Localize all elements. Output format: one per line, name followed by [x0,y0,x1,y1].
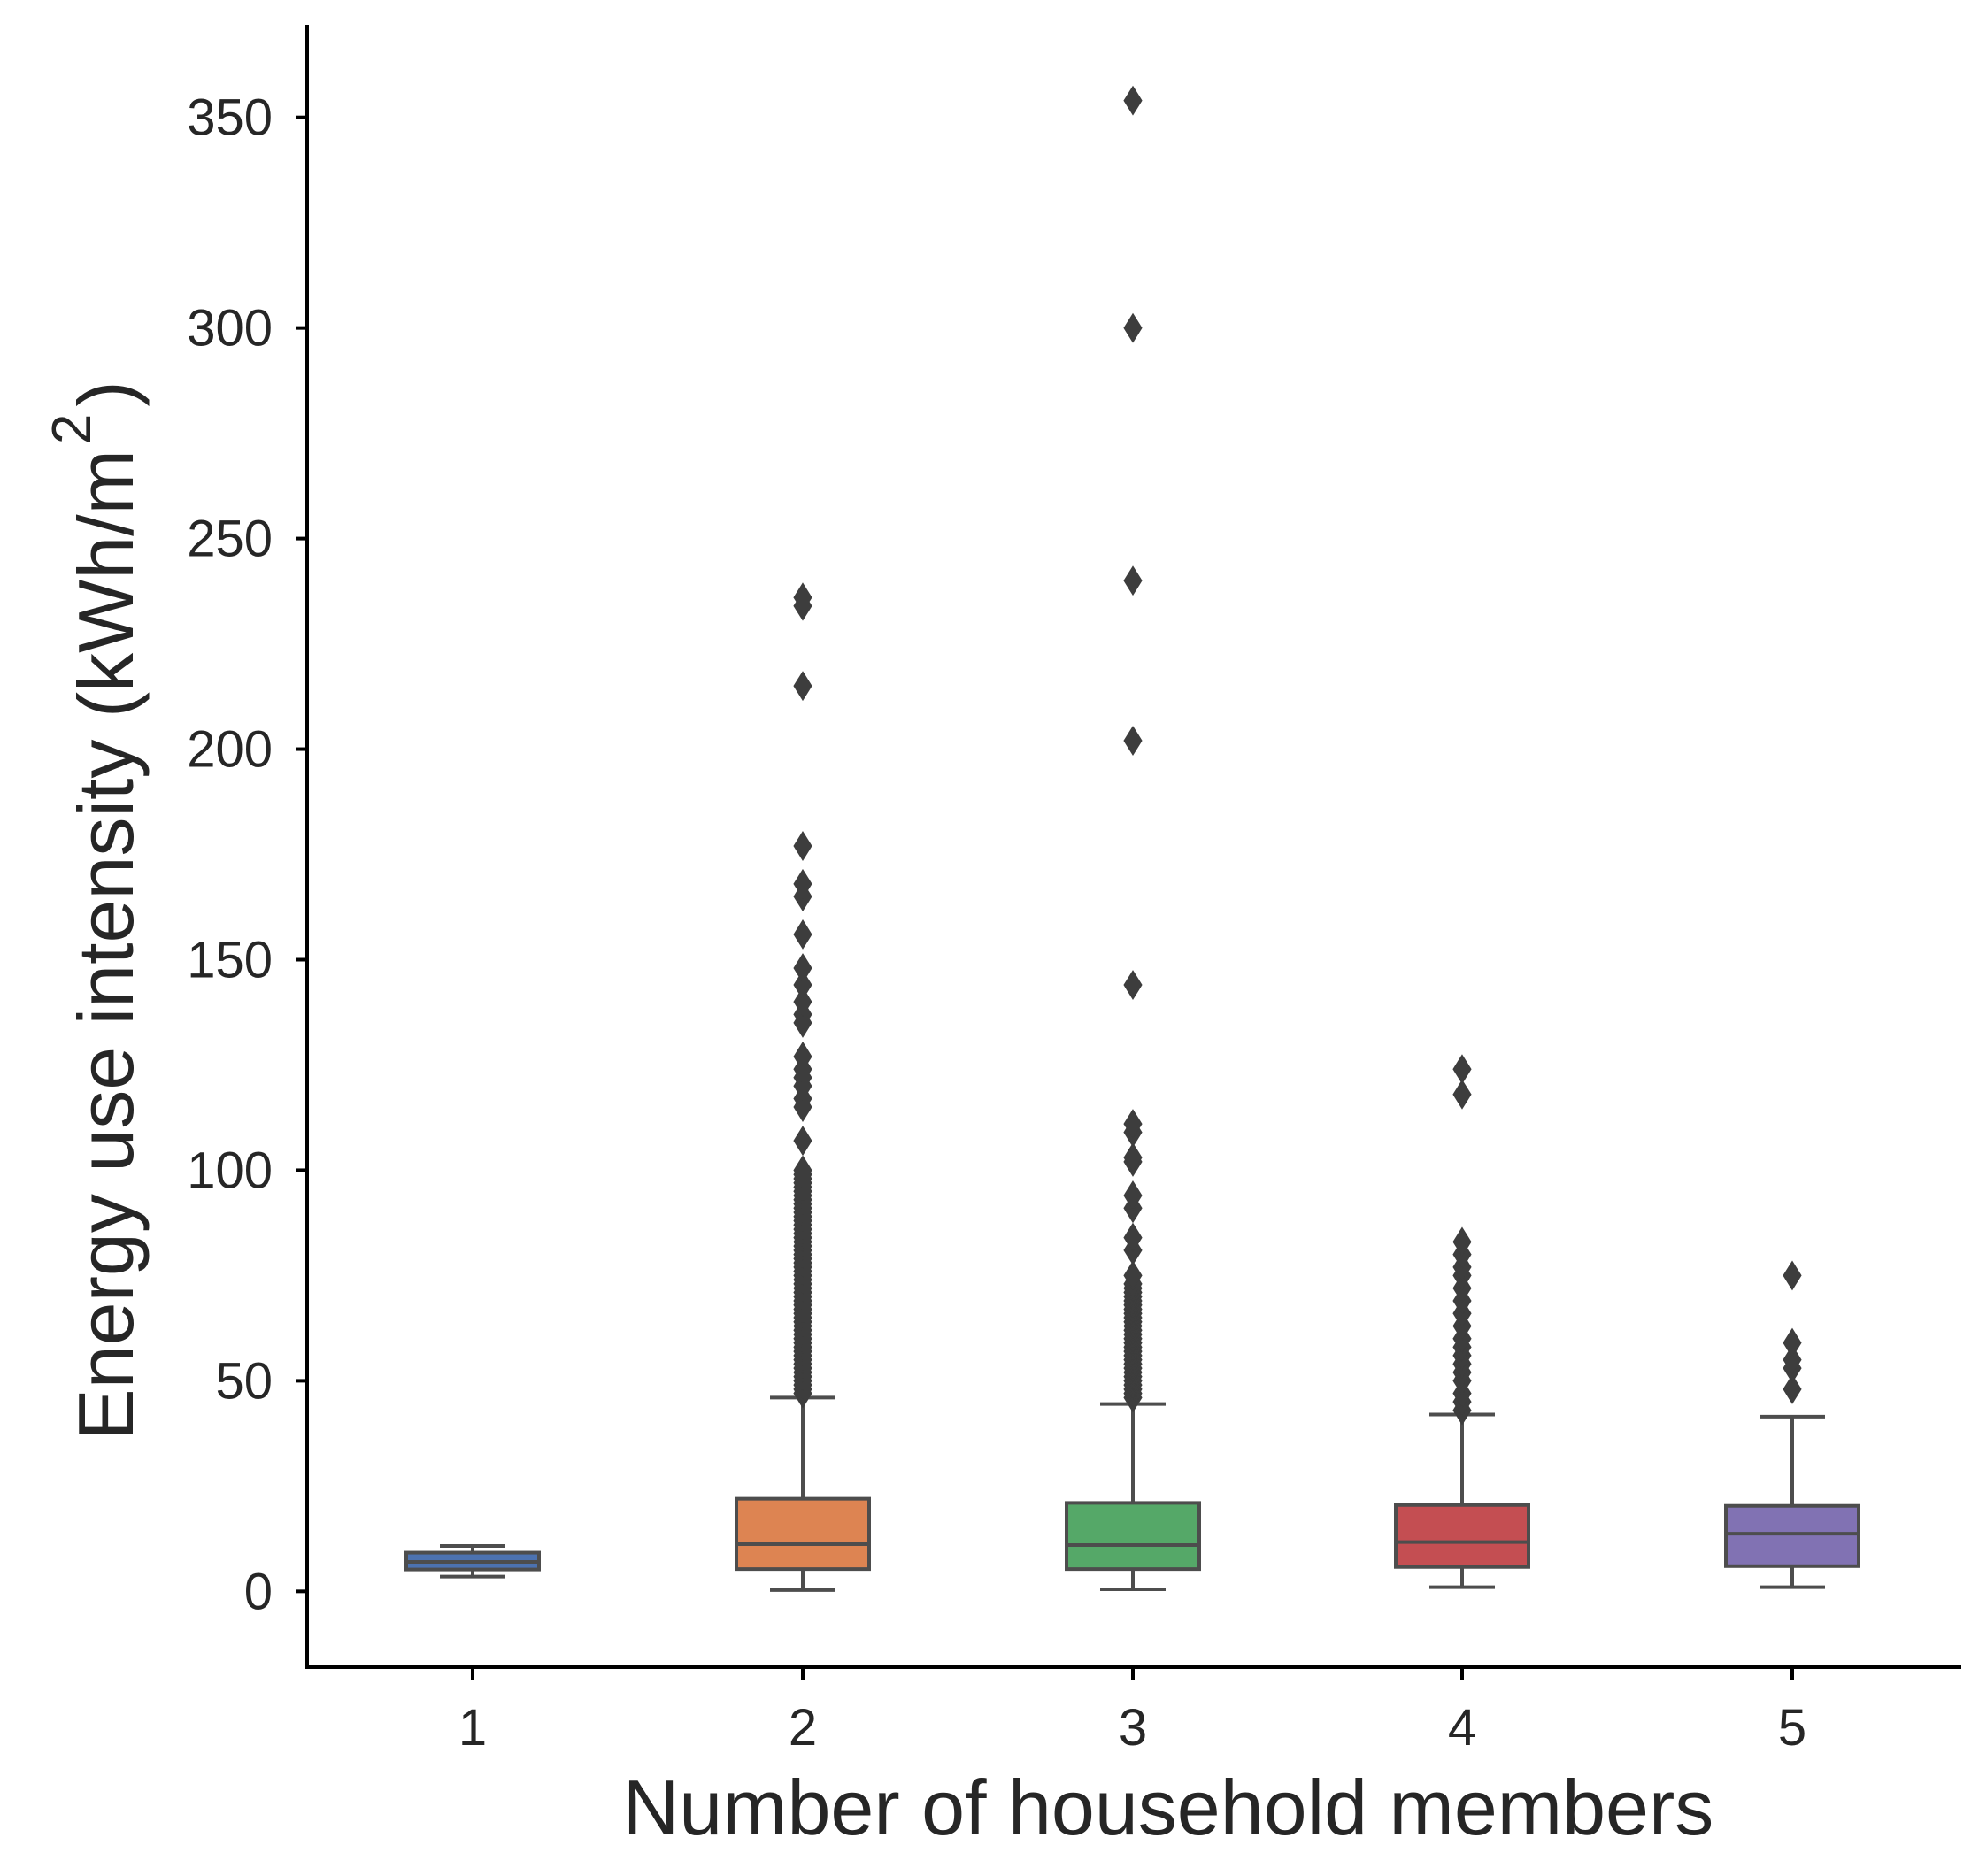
y-tick-label: 200 [187,721,273,779]
box-group-3 [1065,85,1201,1591]
outlier-point [1123,1142,1143,1173]
y-tick-label: 0 [244,1563,273,1620]
x-ticks-layer: 1 2 3 4 5 [458,1667,1806,1757]
outlier-point [1123,85,1143,116]
y-tick-label: 100 [187,1142,273,1199]
y-axis-title-main: Energy use intensity (kWh/m [62,450,150,1441]
iqr-box [1724,1503,1860,1568]
outlier-point [1452,1226,1472,1257]
y-tick-label: 300 [187,300,273,358]
outlier-point [1123,312,1143,343]
x-tick-label: 5 [1778,1699,1806,1757]
box-group-5 [1724,1260,1860,1589]
box-group-4 [1394,1054,1530,1589]
outlier-point [1123,726,1143,756]
iqr-box [1394,1503,1530,1569]
box-group-1 [404,1543,541,1579]
outlier-point [1452,1054,1472,1085]
y-tick-label: 250 [187,511,273,568]
outlier-point [1123,1180,1143,1211]
y-ticks-layer: 0 50 100 150 200 250 300 350 [187,89,307,1620]
x-tick-label: 2 [789,1699,817,1757]
iqr-box [1065,1501,1201,1572]
outlier-point [793,919,812,950]
outlier-point [1123,565,1143,596]
outlier-point [1783,1344,1802,1375]
y-tick-label: 350 [187,89,273,147]
y-axis-title: Energy use intensity (kWh/m 2) [42,381,150,1441]
x-tick-label: 3 [1119,1699,1147,1757]
outlier-point [793,582,812,613]
x-tick-label: 1 [458,1699,487,1757]
outlier-point [793,831,812,861]
outlier-point [1783,1260,1802,1291]
outlier-point [1123,1222,1143,1253]
outlier-point [793,1042,812,1072]
y-tick-label: 50 [215,1352,273,1410]
y-axis-title-superscript: 2 [42,414,103,444]
outlier-point [793,953,812,983]
outlier-point [793,970,812,1000]
y-tick-label: 150 [187,931,273,988]
y-axis-title-close: ) [62,381,150,406]
outlier-point [793,1126,812,1157]
iqr-box [735,1496,871,1572]
box-group-2 [735,582,871,1592]
outlier-point [1783,1327,1802,1358]
outlier-point [793,868,812,899]
boxes-layer [404,85,1860,1592]
outlier-point [793,987,812,1018]
outlier-point [1783,1373,1802,1404]
outlier-point [793,671,812,702]
outlier-point [793,1155,812,1186]
outlier-point [1123,1109,1143,1140]
outlier-point [1123,1260,1143,1291]
x-axis-title: Number of household members [623,1764,1714,1851]
x-tick-label: 4 [1448,1699,1476,1757]
outlier-point [1123,970,1143,1000]
outlier-point [1452,1079,1472,1110]
